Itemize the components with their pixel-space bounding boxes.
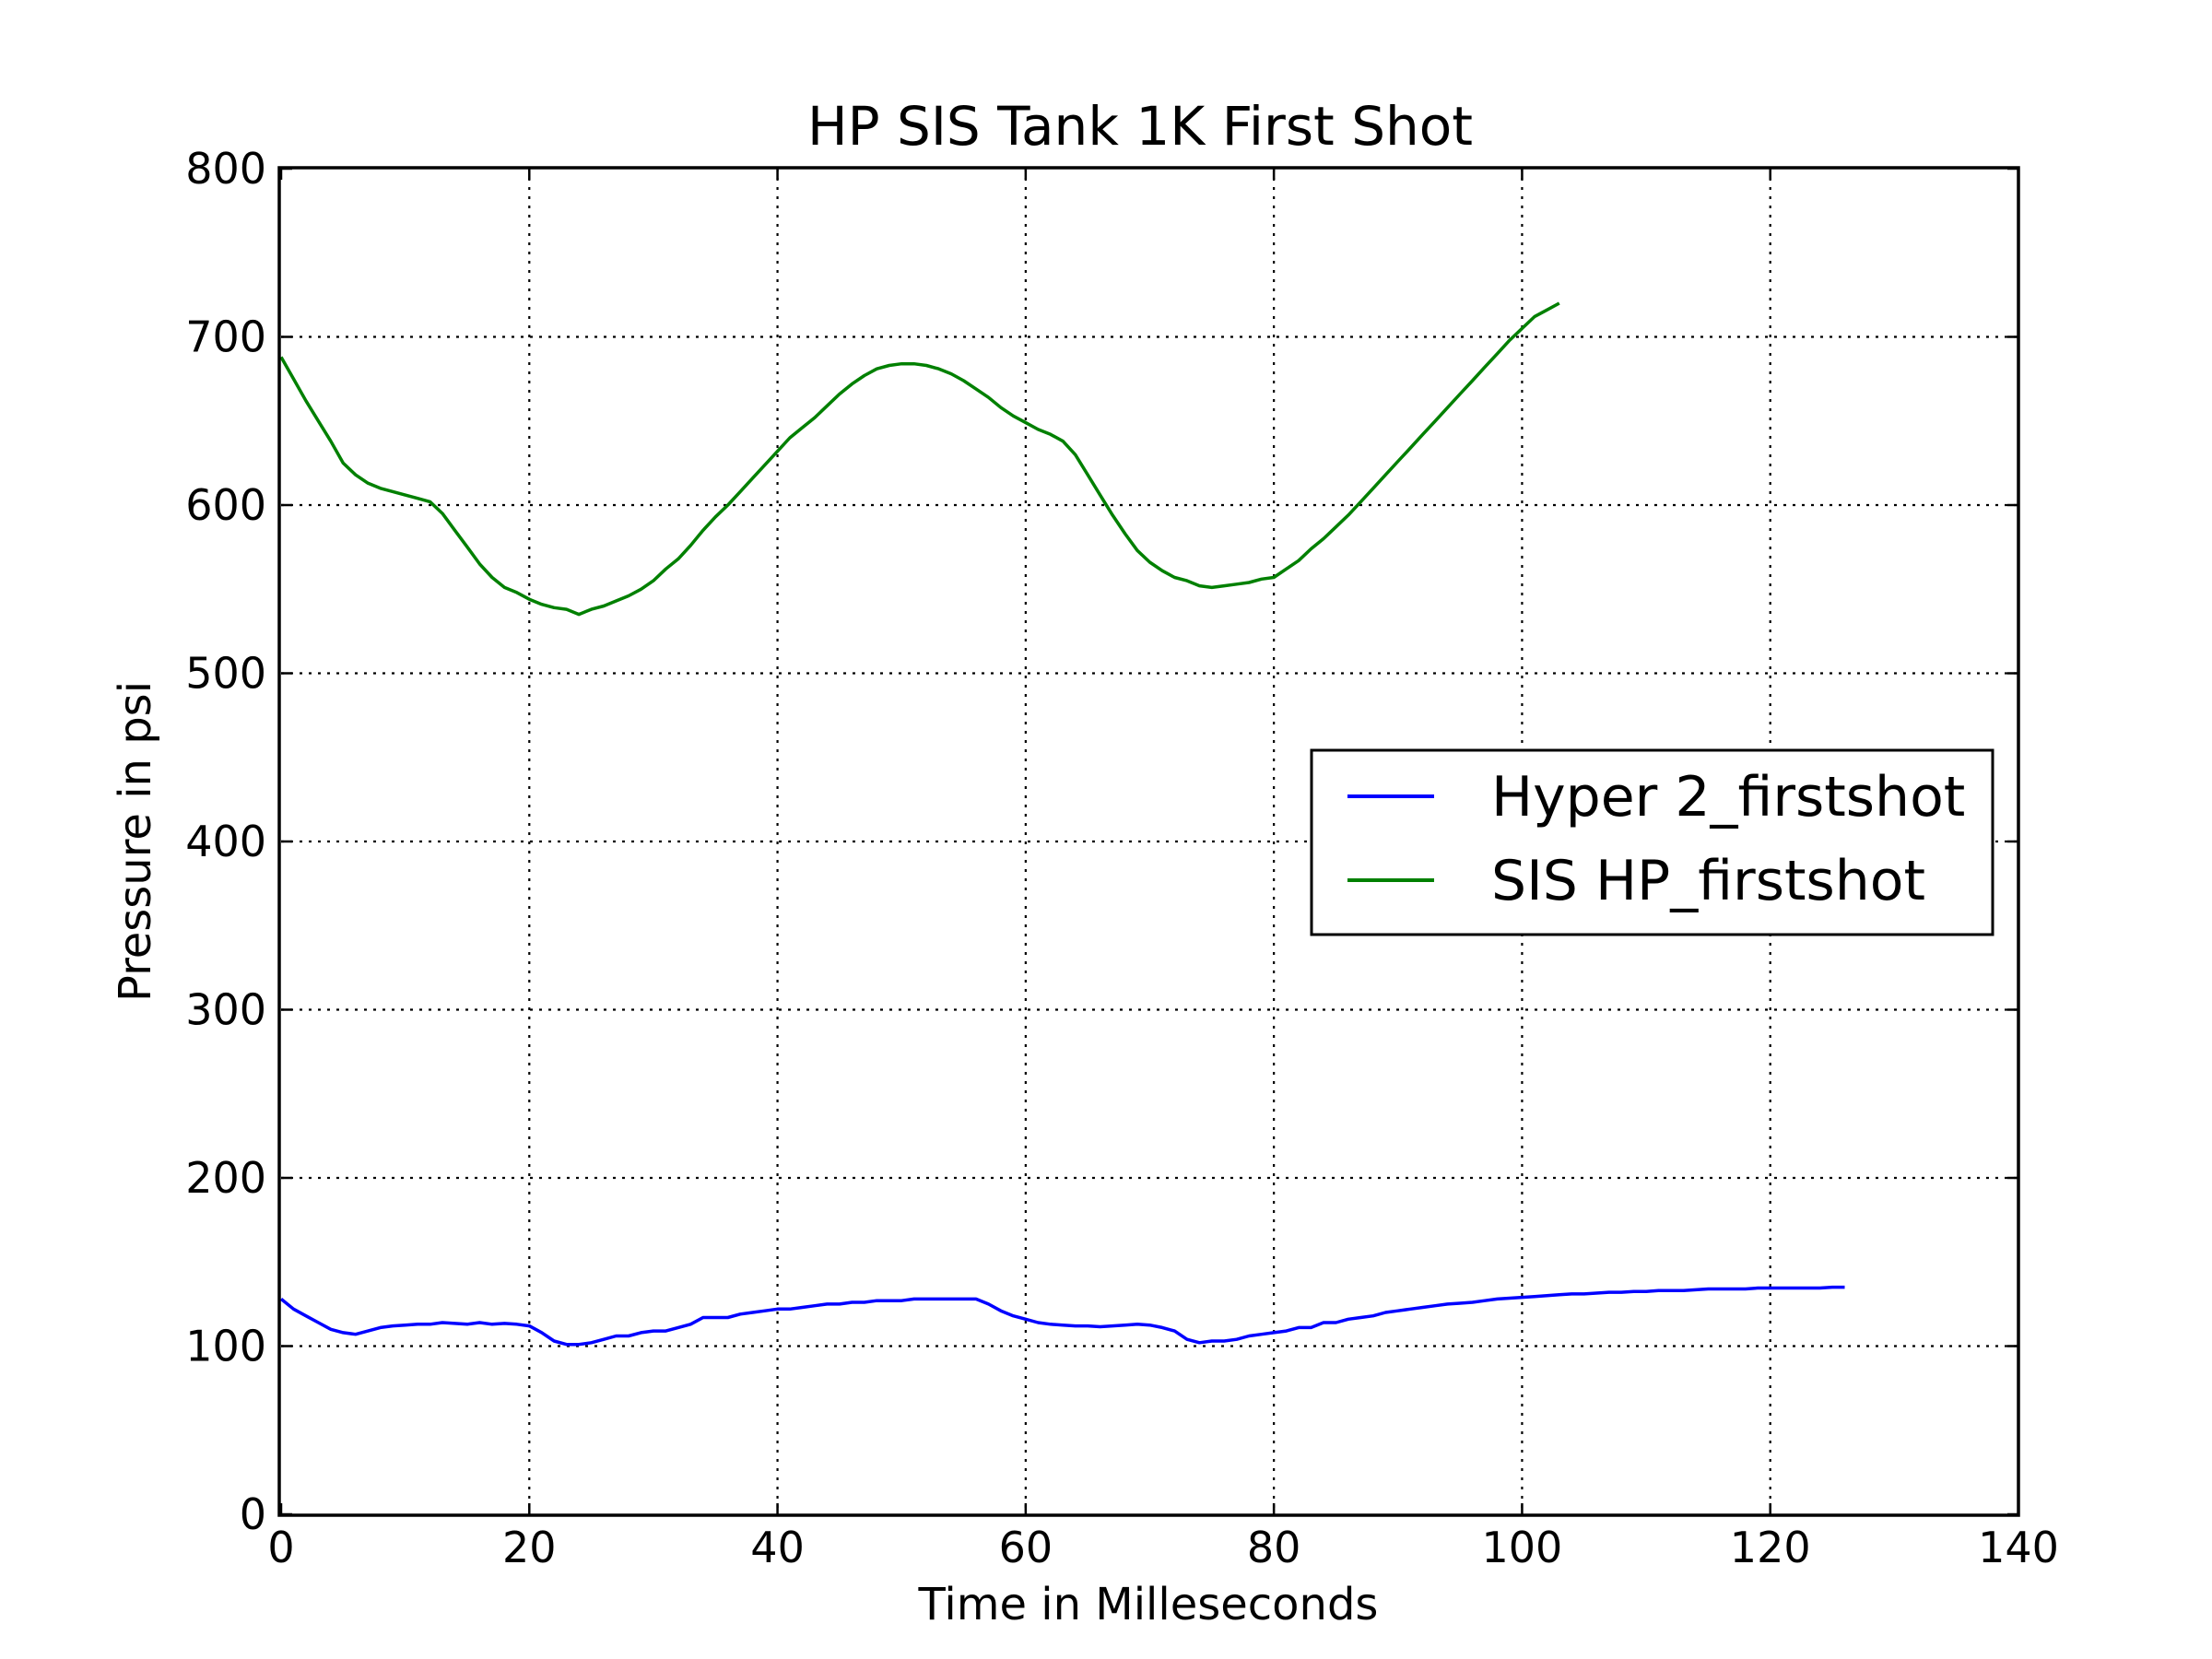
- y-tick-label: 500: [185, 649, 266, 699]
- y-tick-label: 300: [185, 985, 266, 1035]
- series-layer: [279, 301, 1845, 1347]
- x-tick-label: 80: [1247, 1523, 1301, 1572]
- y-tick-label: 600: [185, 480, 266, 530]
- x-tick-label: 40: [750, 1523, 805, 1572]
- x-tick-label: 60: [999, 1523, 1053, 1572]
- x-tick-label: 120: [1730, 1523, 1811, 1572]
- x-tick-label: 140: [1978, 1523, 2059, 1572]
- y-tick-label: 100: [185, 1322, 266, 1371]
- legend-label-hyper2: Hyper 2_firstshot: [1491, 765, 1965, 830]
- legend-label-sis-hp: SIS HP_firstshot: [1491, 849, 1925, 913]
- series-line-hyper-2-firstshot: [279, 1285, 1845, 1347]
- axis-ticks: [279, 167, 2020, 1516]
- y-tick-label: 200: [185, 1153, 266, 1203]
- y-tick-label: 800: [185, 144, 266, 194]
- x-tick-label: 20: [502, 1523, 557, 1572]
- x-axis-title: Time in Milleseconds: [918, 1579, 1379, 1630]
- chart-title: HP SIS Tank 1K First Shot: [807, 95, 1473, 158]
- legend-box: [1310, 748, 1994, 936]
- y-tick-labels: 0 100 200 300 400 500 600 700 800: [185, 144, 266, 1539]
- x-tick-labels: 0 20 40 60 80 100 120 140: [267, 1523, 2059, 1572]
- x-tick-label: 100: [1482, 1523, 1563, 1572]
- y-tick-label: 0: [240, 1489, 266, 1539]
- series-line-sis-hp-firstshot: [279, 301, 1560, 617]
- x-tick-label: 0: [267, 1523, 294, 1572]
- y-tick-label: 400: [185, 817, 266, 866]
- y-tick-label: 700: [185, 312, 266, 362]
- y-axis-title: Pressure in psi: [110, 681, 161, 1002]
- legend: Hyper 2_firstshot SIS HP_firstshot: [1310, 748, 1994, 936]
